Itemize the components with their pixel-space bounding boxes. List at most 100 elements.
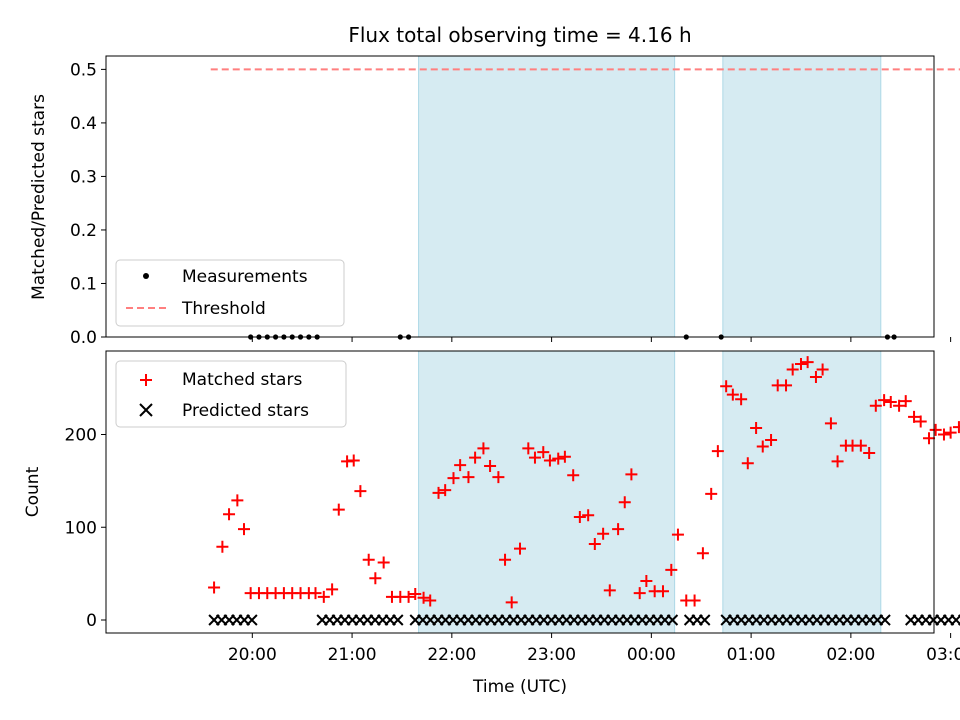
matched-star-point [484,460,497,473]
matched-star-point [402,590,415,603]
y-tick-label: 0 [86,611,97,631]
x-tick-label: 22:00 [427,645,476,665]
top-legend: Measurements Threshold [115,259,345,327]
predicted-star-point [879,614,891,626]
matched-star-point [780,379,793,392]
matched-star-point [238,523,250,536]
matched-star-point [469,451,482,464]
matched-star-point [612,523,625,536]
bottom-y-axis-label: Count [23,466,43,517]
measurements-legend-label: Measurements [182,267,308,287]
matched-star-point [696,547,709,560]
matched-star-point [625,468,638,481]
matched-star-point [231,494,244,507]
matched-star-point [863,447,876,460]
matched-star-point [884,396,897,409]
bottom-legend: Matched stars Predicted stars [115,360,347,428]
shaded-interval-0 [418,350,676,634]
matched-star-point [522,442,535,455]
top-panel: 0.0 0.1 0.2 0.3 0.4 0.5 Matched/Predicted sta… [29,55,960,348]
threshold-legend-label: Threshold [181,299,266,319]
shaded-interval-1 [722,350,882,634]
matched-star-point [362,553,375,566]
matched-legend-marker [140,374,152,386]
matched-star-point [558,450,571,463]
matched-star-point [326,583,339,596]
top-shaded-regions [418,55,882,338]
matched-star-point [432,486,445,499]
matched-star-point [439,484,452,497]
predicted-star-point [246,614,258,626]
matched-star-point [618,496,631,509]
x-axis-label: Time (UTC) [472,677,567,697]
matched-star-point [688,594,701,607]
matched-star-point [671,528,684,541]
top-y-axis-label: Matched/Predicted stars [29,94,49,300]
matched-star-point [869,399,882,412]
matched-star-point [477,442,490,455]
matched-star-point [831,455,844,468]
matched-star-point [462,471,475,484]
matched-star-point [309,587,322,600]
bottom-axes-frame [105,350,935,634]
matched-star-point [603,584,616,597]
matched-star-point [908,410,921,423]
bottom-x-ticks: 20:00 21:00 22:00 23:00 00:00 01:00 02:00 03:00… [228,633,960,665]
matched-star-point [735,393,748,406]
y-tick-label: 200 [65,425,97,445]
matched-star-point [741,457,754,470]
x-tick-label: 21:00 [328,645,377,665]
matched-star-point [597,527,610,540]
matched-legend-label: Matched stars [182,370,302,390]
matched-star-point [824,417,837,430]
matched-star-point [665,563,678,576]
matched-star-point [809,370,822,383]
top-legend-box [115,259,345,327]
predicted-star-point [392,614,404,626]
y-tick-label: 0.3 [70,167,97,187]
bottom-y-ticks: 0 100 200 [65,425,106,631]
matched-star-point [944,426,957,439]
matched-star-point [537,446,550,459]
matched-star-point [705,487,718,500]
matched-star-point [567,469,580,482]
matched-star-point [656,585,669,598]
matched-star-point [514,542,526,555]
y-tick-label: 0.2 [70,221,97,241]
top-axes-frame [105,55,935,338]
x-tick-label: 03:00 [926,645,960,665]
bottom-panel: 0 100 200 20:00 21:00 22:00 23:00 00:00 01:00 02… [23,350,960,697]
x-tick-label: 23:00 [527,645,576,665]
matched-star-point [354,485,367,498]
matched-star-point [409,588,422,601]
matched-star-point [726,388,739,401]
matched-star-point [216,540,229,553]
matched-star-point [377,556,390,569]
x-tick-label: 00:00 [627,645,676,665]
matched-star-point [756,440,769,453]
y-tick-label: 100 [65,518,97,538]
matched-star-point [552,452,565,465]
matched-star-point [878,394,891,407]
matched-star-point [505,596,518,609]
matched-star-point [582,509,595,522]
matched-star-point [794,357,807,370]
matched-star-point [801,356,814,369]
matched-star-point [424,594,437,607]
matched-star-point [499,553,512,566]
matched-star-point [588,537,601,550]
predicted-stars-points [208,614,960,626]
matched-star-point [223,508,236,521]
y-tick-label: 0.1 [70,274,97,294]
matched-star-point [937,428,950,441]
top-y-ticks: 0.0 0.1 0.2 0.3 0.4 0.5 [70,60,106,348]
matched-star-point [914,415,927,428]
y-tick-label: 0.4 [70,114,97,134]
x-tick-label: 20:00 [228,645,277,665]
matched-star-point [492,471,505,484]
bottom-legend-box [115,360,347,428]
predicted-legend-marker [139,403,153,417]
matched-star-point [417,591,430,604]
matched-star-point [711,445,724,458]
